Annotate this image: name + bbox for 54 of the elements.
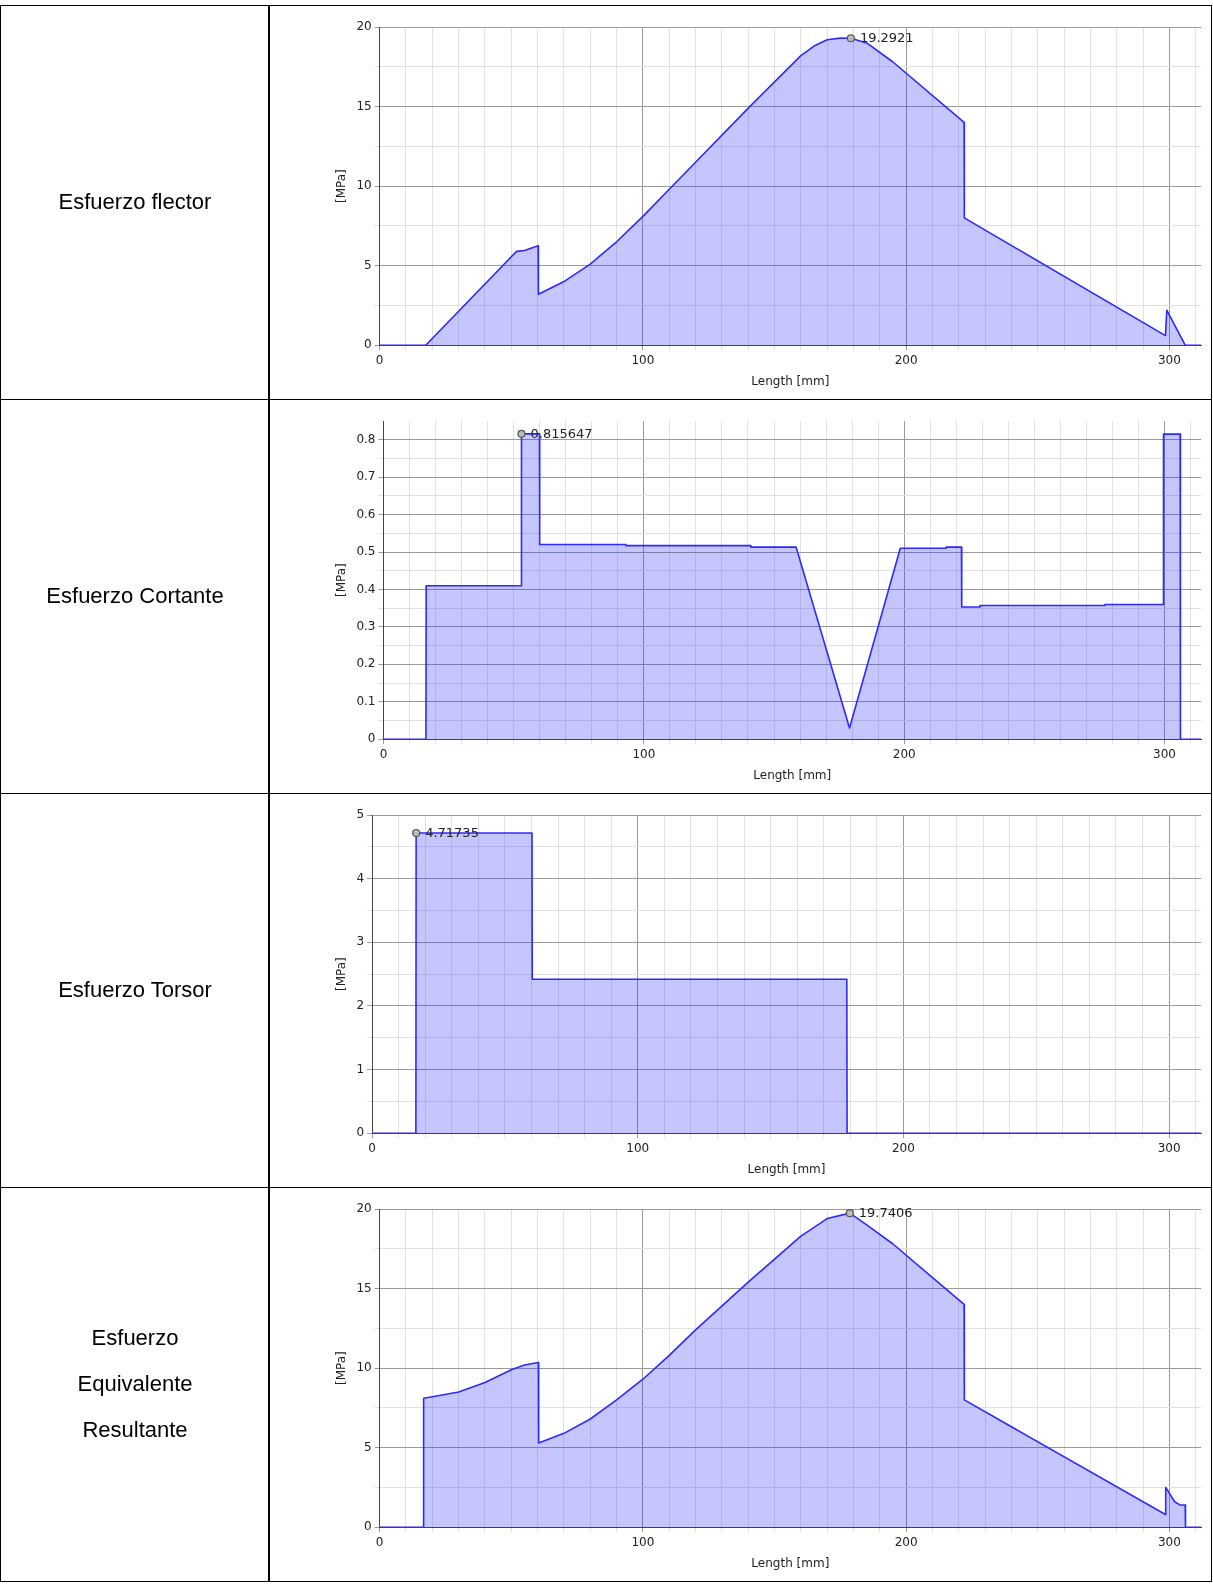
text: Esfuerzo Cortante (46, 582, 224, 608)
y-tick-label: 0.8 (356, 431, 376, 446)
annotation: 19.2921 (859, 29, 914, 45)
y-tick-label: 0.7 (356, 468, 376, 483)
y-axis-title: [MPa] (334, 562, 349, 597)
text: Esfuerzo Torsor (58, 976, 212, 1002)
x-tick-label: 100 (632, 746, 656, 761)
x-axis-title: Length [mm] (751, 1555, 830, 1570)
y-tick-label: 5 (356, 806, 365, 821)
y-tick-label: 2 (356, 997, 365, 1012)
y-tick-label: 20 (356, 18, 372, 33)
y-tick-label: 3 (356, 933, 365, 948)
text: Esfuerzo Equivalente Resultante (77, 1324, 193, 1442)
y-tick-label: 1 (356, 1061, 365, 1076)
y-tick-label: 4 (356, 870, 365, 885)
y-tick-label: 0.6 (356, 506, 376, 521)
x-tick-label: 300 (1157, 1534, 1181, 1549)
y-axis-title: [MPa] (334, 956, 349, 991)
y-tick-label: 5 (364, 1439, 372, 1454)
y-tick-label: 5 (364, 257, 372, 272)
y-tick-label: 0 (364, 336, 372, 351)
y-tick-label: 0 (356, 1124, 365, 1139)
x-tick-label: 300 (1157, 352, 1181, 367)
y-axis-title: [MPa] (334, 1350, 349, 1385)
x-tick-label: 300 (1157, 1140, 1181, 1155)
annotation: 0.815647 (530, 425, 593, 441)
y-tick-label: 15 (356, 98, 372, 113)
y-tick-label: 0.5 (356, 543, 376, 558)
y-tick-label: 0 (367, 730, 376, 745)
x-tick-label: 100 (631, 352, 655, 367)
x-tick-label: 200 (894, 352, 918, 367)
x-tick-label: 300 (1153, 746, 1176, 761)
x-tick-label: 200 (892, 746, 916, 761)
text: Esfuerzo flector (58, 188, 212, 214)
y-axis-title: [MPa] (334, 168, 349, 203)
y-tick-label: 10 (356, 1359, 372, 1374)
x-tick-label: 0 (379, 746, 388, 761)
y-tick-label: 20 (356, 1200, 372, 1215)
x-axis-title: Length [mm] (751, 373, 830, 388)
x-tick-label: 200 (891, 1140, 915, 1155)
y-tick-label: 0 (364, 1518, 372, 1533)
annotation: 19.7406 (858, 1204, 913, 1220)
y-tick-label: 10 (356, 177, 372, 192)
x-axis-title: Length [mm] (753, 767, 832, 782)
y-tick-label: 0.3 (356, 618, 376, 633)
y-tick-label: 0.2 (356, 655, 376, 670)
x-tick-label: 100 (631, 1534, 655, 1549)
annotation: 4.71735 (425, 824, 479, 840)
y-tick-label: 15 (356, 1280, 372, 1295)
x-tick-label: 200 (894, 1534, 918, 1549)
x-tick-label: 100 (626, 1140, 650, 1155)
y-tick-label: 0.1 (356, 693, 376, 708)
x-axis-title: Length [mm] (747, 1161, 826, 1176)
y-tick-label: 0.4 (356, 581, 376, 596)
